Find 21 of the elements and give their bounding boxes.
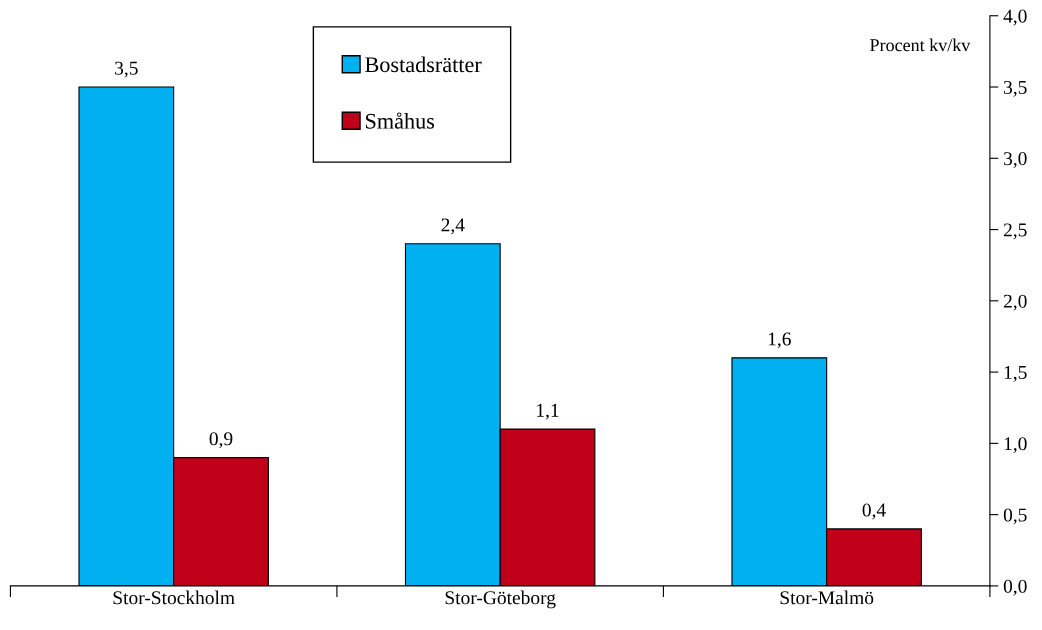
- legend-label: Bostadsrätter: [365, 56, 482, 73]
- legend-label: Småhus: [365, 112, 435, 129]
- y-tick-label: 1,0: [1004, 437, 1027, 454]
- data-label: 2,4: [441, 218, 465, 235]
- x-tick-label: Stor-Göteborg: [445, 590, 556, 609]
- y-tick-label: 3,5: [1004, 80, 1027, 97]
- data-label: 0,4: [862, 503, 886, 520]
- data-label: 1,6: [768, 332, 791, 349]
- data-label: 0,9: [209, 432, 233, 449]
- data-label: 1,1: [537, 403, 559, 420]
- y-tick-label: 2,0: [1003, 294, 1027, 311]
- data-label: 3,5: [115, 61, 138, 78]
- y-tick-label: 3,0: [1004, 152, 1027, 169]
- x-tick-label: Stor-Stockholm: [113, 590, 235, 605]
- y-tick-label: 1,5: [1004, 366, 1027, 382]
- y-tick-label: 2,5: [1003, 223, 1027, 240]
- y-tick-label: 4,0: [1003, 9, 1027, 26]
- y-tick-label: 0,0: [1003, 579, 1027, 596]
- annotation: Procent kv/kv: [870, 38, 971, 52]
- x-tick-label: Stor-Malmö: [780, 590, 874, 605]
- y-tick-label: 0,5: [1003, 508, 1027, 525]
